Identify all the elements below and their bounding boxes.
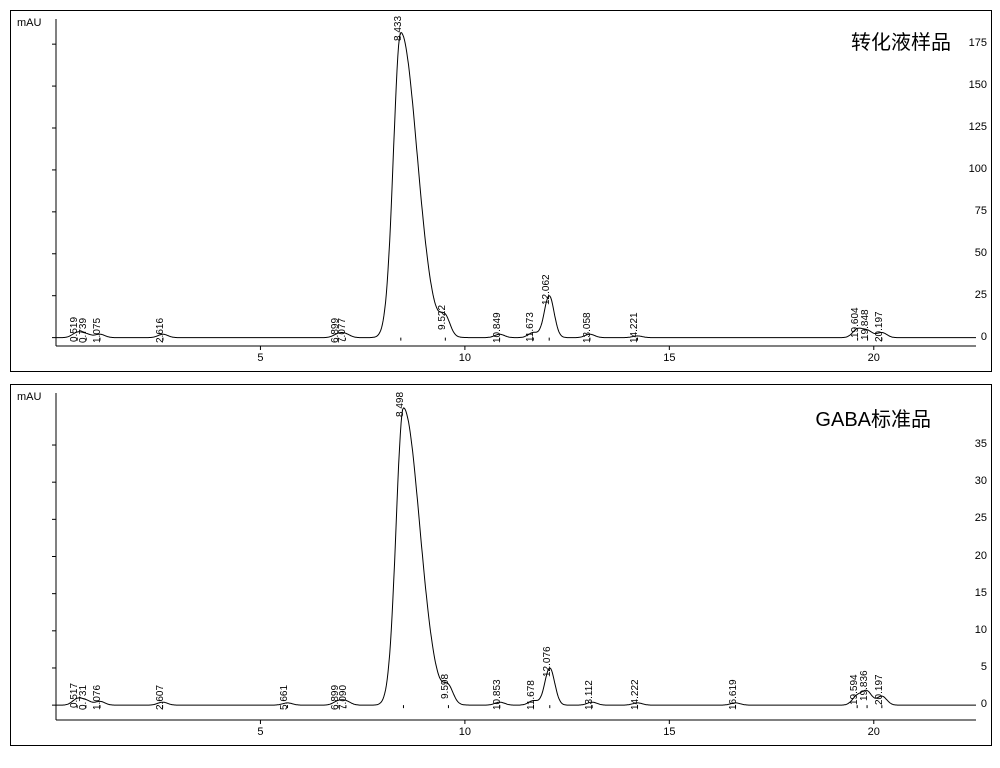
peak-label: 19.848 bbox=[860, 309, 871, 340]
peak-label: 11.678 bbox=[526, 680, 537, 710]
y-tick-label: 15 bbox=[948, 587, 987, 599]
peak-label: 12.076 bbox=[542, 646, 553, 677]
peak-label: 14.221 bbox=[629, 312, 640, 343]
peak-label: 7.090 bbox=[338, 685, 349, 710]
chromatogram-chart-0: 025507510012515017551015200.5190.7391.07… bbox=[10, 10, 992, 372]
peak-label: 14.222 bbox=[630, 680, 641, 711]
y-tick-label: 30 bbox=[948, 475, 987, 487]
peak-label: 20.197 bbox=[874, 675, 885, 706]
x-tick-label: 5 bbox=[257, 726, 263, 738]
x-tick-label: 15 bbox=[663, 352, 675, 364]
chromatogram-chart-1: 0510152025303551015200.5170.7311.0762.60… bbox=[10, 384, 992, 746]
y-tick-label: 125 bbox=[948, 121, 987, 133]
peak-label: 13.112 bbox=[584, 680, 595, 710]
peak-label: 16.619 bbox=[728, 680, 739, 711]
x-tick-label: 20 bbox=[868, 726, 880, 738]
y-tick-label: 175 bbox=[948, 37, 987, 49]
peak-label: 13.058 bbox=[582, 312, 593, 343]
y-tick-label: 35 bbox=[948, 438, 987, 450]
peak-label: 1.075 bbox=[92, 318, 103, 343]
peak-label: 8.498 bbox=[395, 392, 406, 417]
peak-label: 2.607 bbox=[155, 685, 166, 710]
y-tick-label: 150 bbox=[948, 79, 987, 91]
y-tick-label: 75 bbox=[948, 205, 987, 217]
y-tick-label: 50 bbox=[948, 247, 987, 259]
chart-title: GABA标准品 bbox=[815, 403, 931, 432]
y-tick-label: 5 bbox=[948, 661, 987, 673]
peak-label: 10.853 bbox=[492, 680, 503, 711]
peak-label: 20.197 bbox=[874, 311, 885, 342]
y-tick-label: 25 bbox=[948, 512, 987, 524]
x-tick-label: 5 bbox=[257, 352, 263, 364]
chromatogram-trace bbox=[56, 33, 976, 338]
y-axis-unit: mAU bbox=[17, 391, 41, 403]
peak-label: 7.077 bbox=[337, 318, 348, 343]
chromatogram-trace bbox=[56, 408, 976, 705]
peak-label: 19.604 bbox=[850, 308, 861, 339]
peak-label: 2.616 bbox=[155, 318, 166, 343]
peak-label: 12.062 bbox=[541, 274, 552, 305]
peak-label: 0.739 bbox=[78, 318, 89, 343]
chart-title: 转化液样品 bbox=[851, 26, 951, 55]
x-tick-label: 10 bbox=[459, 726, 471, 738]
y-axis-unit: mAU bbox=[17, 17, 41, 29]
peak-label: 19.836 bbox=[859, 670, 870, 701]
peak-label: 9.522 bbox=[437, 305, 448, 330]
x-tick-label: 10 bbox=[459, 352, 471, 364]
peak-label: 5.661 bbox=[279, 685, 290, 710]
x-tick-label: 15 bbox=[663, 726, 675, 738]
peak-label: 9.598 bbox=[440, 674, 451, 699]
peak-label: 11.673 bbox=[525, 312, 536, 342]
peak-label: 8.433 bbox=[393, 16, 404, 41]
y-tick-label: 25 bbox=[948, 289, 987, 301]
y-tick-label: 0 bbox=[948, 331, 987, 343]
y-tick-label: 0 bbox=[948, 698, 987, 710]
peak-label: 10.849 bbox=[492, 312, 503, 343]
peak-label: 1.076 bbox=[92, 685, 103, 710]
y-tick-label: 100 bbox=[948, 163, 987, 175]
peak-label: 0.731 bbox=[78, 685, 89, 710]
y-tick-label: 10 bbox=[948, 624, 987, 636]
x-tick-label: 20 bbox=[868, 352, 880, 364]
y-tick-label: 20 bbox=[948, 550, 987, 562]
